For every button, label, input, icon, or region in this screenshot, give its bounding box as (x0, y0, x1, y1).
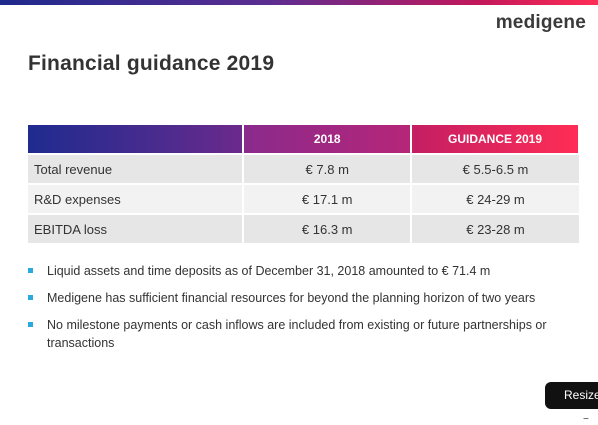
bullet-list: Liquid assets and time deposits as of De… (28, 262, 548, 361)
top-gradient-bar (0, 0, 598, 5)
medigene-logo: medigene (495, 12, 586, 33)
bullet-text: Medigene has sufficient financial resour… (47, 291, 536, 305)
header-guidance-2019: GUIDANCE 2019 (411, 125, 580, 155)
value-guidance: € 24-29 m (411, 184, 579, 215)
value-2018: € 7.8 m (243, 154, 413, 185)
bullet-square-icon (28, 268, 33, 273)
table-header-row: 2018 GUIDANCE 2019 (28, 125, 580, 155)
bullet-text: No milestone payments or cash inflows ar… (47, 318, 547, 350)
value-2018: € 16.3 m (243, 214, 413, 245)
header-2018: 2018 (243, 125, 413, 155)
value-guidance: € 23-28 m (411, 214, 579, 245)
list-item: Medigene has sufficient financial resour… (28, 289, 548, 307)
resize-button[interactable]: Resize (545, 382, 598, 409)
row-label: R&D expenses (28, 184, 245, 215)
bullet-square-icon (28, 322, 33, 327)
slide-title: Financial guidance 2019 (28, 52, 275, 75)
minimize-icon[interactable]: − (583, 414, 589, 425)
list-item: Liquid assets and time deposits as of De… (28, 262, 548, 280)
table-row: Total revenue € 7.8 m € 5.5-6.5 m (28, 154, 579, 185)
row-label: EBITDA loss (28, 214, 245, 245)
table-row: EBITDA loss € 16.3 m € 23-28 m (28, 214, 579, 245)
row-label: Total revenue (28, 154, 245, 185)
header-label-cell (28, 125, 245, 155)
value-guidance: € 5.5-6.5 m (411, 154, 579, 185)
bullet-square-icon (28, 295, 33, 300)
bullet-text: Liquid assets and time deposits as of De… (47, 264, 491, 278)
table-row: R&D expenses € 17.1 m € 24-29 m (28, 184, 579, 215)
value-2018: € 17.1 m (243, 184, 413, 215)
financial-table: 2018 GUIDANCE 2019 Total revenue € 7.8 m… (28, 125, 580, 245)
list-item: No milestone payments or cash inflows ar… (28, 316, 548, 352)
